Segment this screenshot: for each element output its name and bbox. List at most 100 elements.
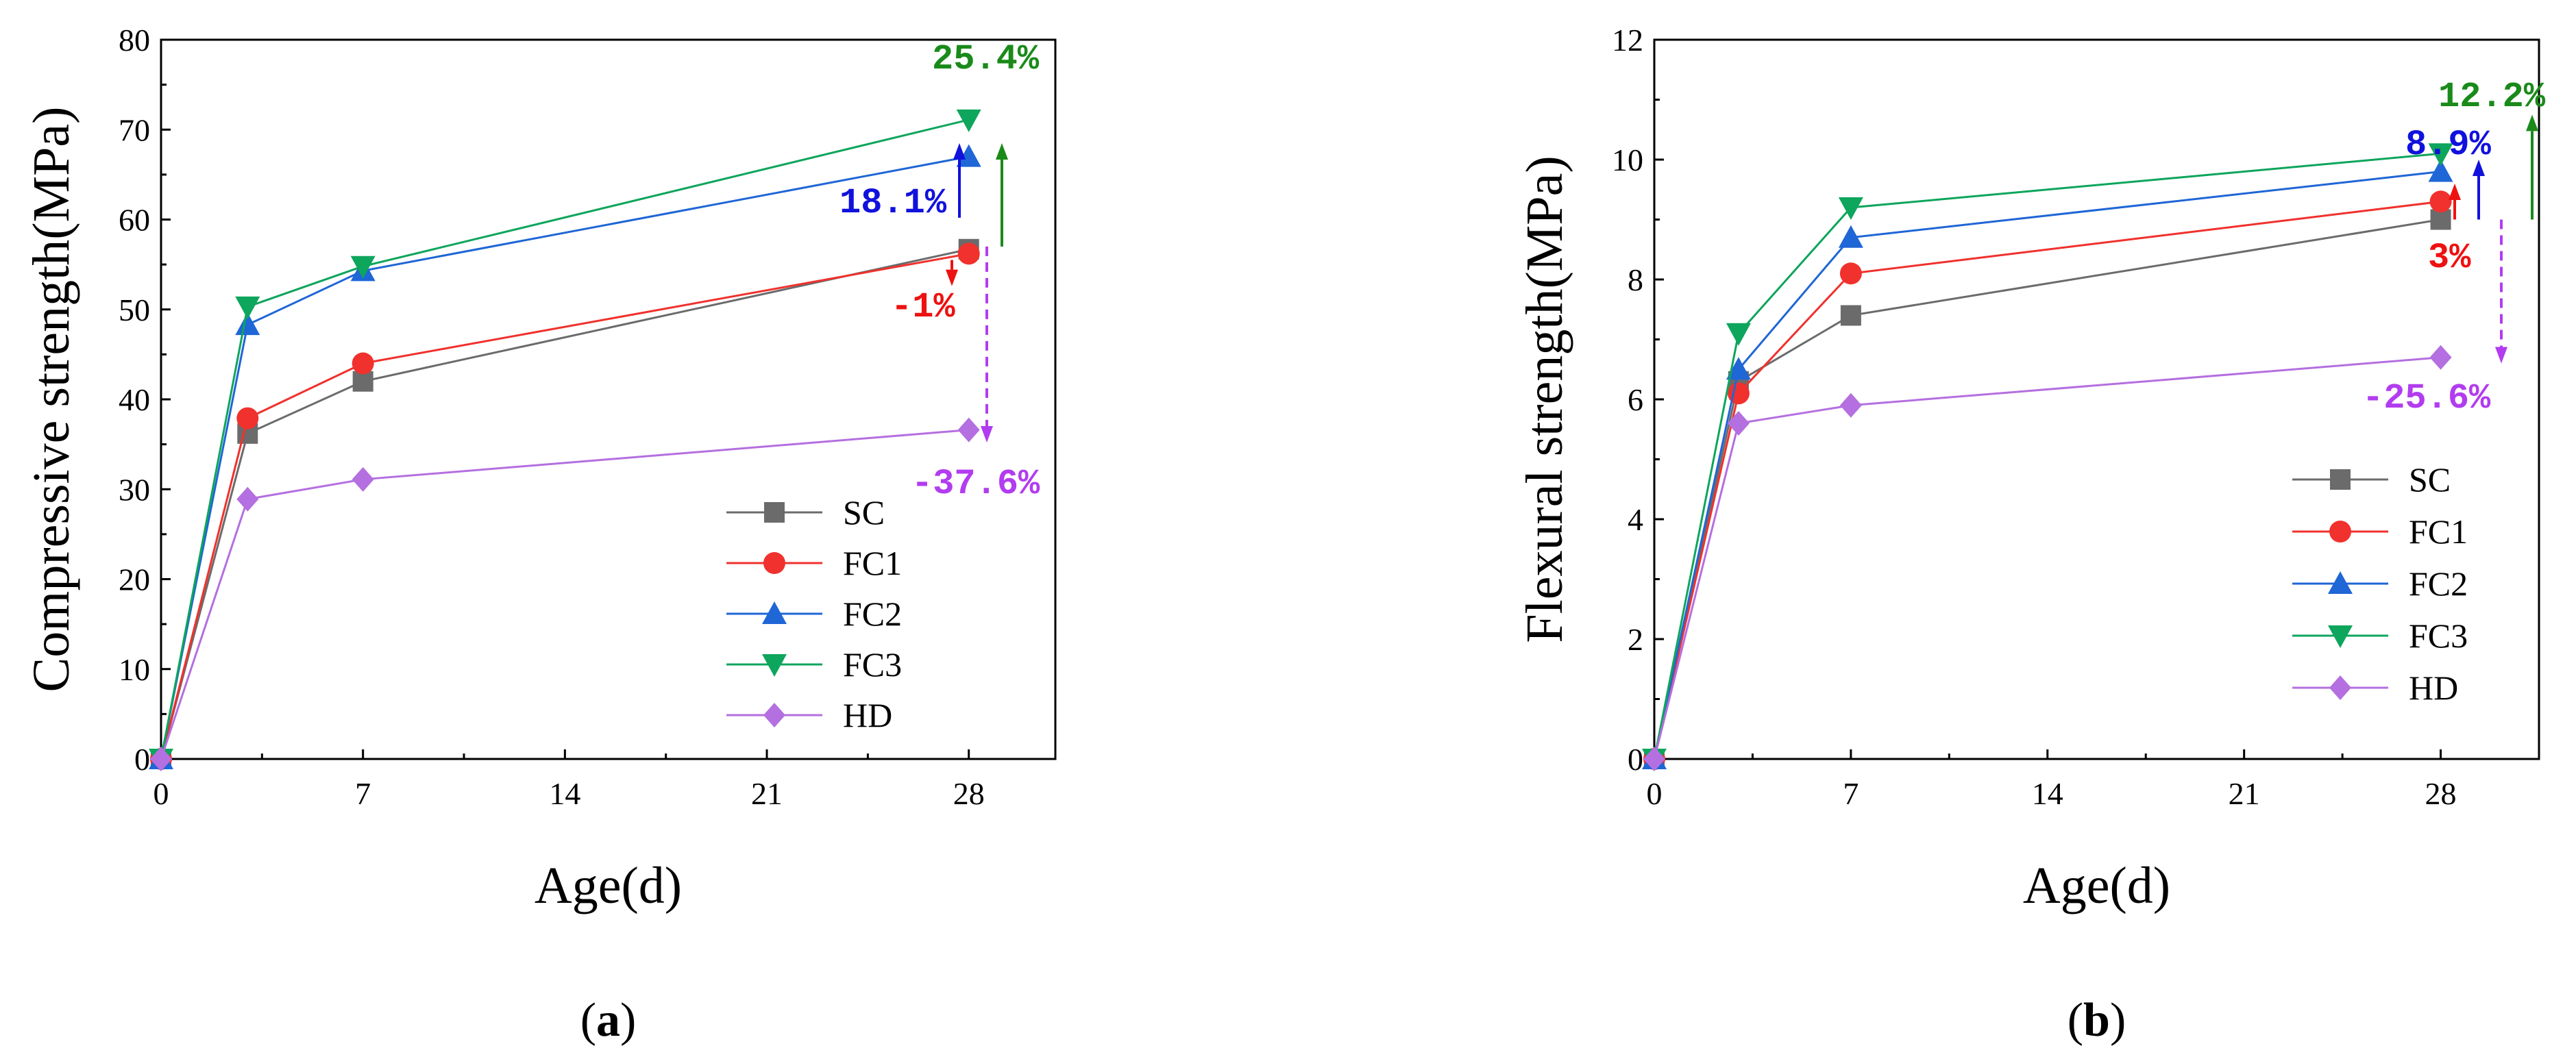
panel-label-close: ) [2110, 994, 2126, 1047]
y-axis-label: Flexural strength(MPa) [1516, 155, 1573, 643]
annotation-label: -37.6% [911, 464, 1040, 504]
x-axis-label: Age(d) [535, 857, 682, 914]
y-tick-label: 60 [119, 203, 150, 238]
legend-marker [763, 552, 785, 574]
series-fc2 [1642, 159, 2453, 769]
series-line-hd [160, 429, 969, 760]
legend-label: HD [2409, 669, 2458, 707]
panel-label-open: ( [580, 994, 596, 1047]
data-point-hd [236, 486, 259, 512]
annotation-arrow-head [953, 142, 966, 160]
legend-label: FC1 [2409, 512, 2468, 551]
panel-label-letter: b [2083, 994, 2110, 1047]
legend-marker [762, 601, 787, 624]
y-axis-ticks: 0 2 4 6 8 10 12 [1612, 23, 1664, 777]
annotation-label: 12.2% [2438, 77, 2546, 117]
series-line-fc2 [160, 155, 969, 760]
series-line-hd [1653, 356, 2441, 760]
y-tick-label: 10 [1612, 142, 1643, 177]
legend-marker [764, 502, 785, 523]
series-line-fc1 [1653, 200, 2441, 760]
x-tick-label: 14 [549, 776, 580, 811]
data-point-fc1 [352, 352, 374, 375]
legend-label: FC3 [2409, 616, 2468, 655]
y-tick-label: 4 [1628, 502, 1643, 537]
y-tick-label: 0 [1628, 742, 1643, 777]
annotation-label: 3% [2428, 238, 2471, 278]
data-point-fc3 [235, 296, 260, 319]
legend-label: SC [2409, 460, 2451, 499]
legend-label: FC1 [843, 544, 902, 582]
series-line-fc3 [160, 119, 970, 760]
y-tick-label: 50 [119, 292, 150, 327]
series-sc [1644, 209, 2451, 769]
data-point-hd [352, 466, 374, 492]
legend-label: FC3 [843, 645, 902, 684]
data-point-fc2 [2428, 159, 2453, 182]
x-axis-ticks: 0 7 14 21 28 [1647, 749, 2457, 811]
x-tick-label: 21 [751, 776, 783, 811]
annotation-arrow-head [996, 142, 1008, 160]
y-tick-label: 6 [1628, 382, 1643, 417]
y-tick-label: 80 [119, 23, 150, 58]
annotation-label: 25.4% [932, 39, 1040, 79]
y-axis-ticks: 0 10 20 30 40 50 60 70 80 [119, 23, 171, 777]
annotation-arrow-head [946, 269, 958, 286]
legend-marker [2328, 571, 2353, 594]
data-point-sc [2430, 209, 2451, 230]
legend-marker [2329, 521, 2351, 543]
annotation-arrow-head [2473, 160, 2485, 176]
x-tick-label: 14 [2032, 776, 2063, 811]
x-axis-label: Age(d) [2023, 857, 2170, 914]
data-point-sc [352, 371, 373, 392]
plot-frame [160, 38, 1057, 760]
y-tick-label: 10 [119, 652, 150, 687]
series-hd [150, 417, 980, 771]
x-tick-label: 28 [953, 776, 985, 811]
annotations: 25.4% 18.1% -1% -37.6% [839, 39, 1040, 504]
chart-panel-b: 0 2 4 6 8 10 12 0 7 14 21 28 Age(d) Flexural strength… [1516, 23, 2546, 1047]
series-line-fc3 [1653, 152, 2441, 760]
legend-label: HD [843, 696, 892, 734]
annotation-label: -25.6% [2362, 378, 2491, 419]
series-hd [1643, 345, 2452, 771]
data-point-hd [1839, 393, 1862, 418]
legend-label: FC2 [843, 595, 902, 633]
panel-label-close: ) [620, 994, 636, 1047]
legend-label: FC2 [2409, 564, 2468, 603]
data-point-fc2 [956, 144, 981, 167]
panel-label: (b) [2068, 994, 2126, 1047]
annotation-arrow-head [2449, 184, 2461, 200]
data-point-fc3 [1838, 197, 1863, 220]
annotation-label: 8.9% [2405, 125, 2492, 165]
data-point-fc1 [1839, 262, 1862, 285]
data-point-sc [1840, 305, 1861, 326]
legend-marker [763, 703, 785, 727]
data-point-fc1 [236, 407, 259, 429]
series-line-sc [1653, 219, 2441, 760]
data-point-fc3 [2428, 143, 2453, 166]
series-line-fc2 [1653, 171, 2441, 760]
legend-marker [2329, 675, 2351, 700]
chart-panel-a: 0 10 20 30 40 50 60 70 80 0 7 14 21 28 Age(d) Compressi… [23, 23, 1057, 1047]
data-point-fc1 [957, 242, 980, 265]
y-tick-label: 12 [1612, 23, 1643, 58]
y-tick-label: 30 [119, 472, 150, 507]
x-tick-label: 7 [355, 776, 371, 811]
y-tick-label: 8 [1628, 262, 1643, 297]
legend-marker [2330, 469, 2351, 490]
y-tick-label: 2 [1628, 622, 1643, 657]
annotation-label: -1% [891, 287, 955, 327]
x-tick-label: 0 [1647, 776, 1663, 811]
x-axis-ticks: 0 7 14 21 28 [154, 749, 985, 811]
y-tick-label: 70 [119, 112, 150, 147]
panel-label: (a) [580, 994, 637, 1047]
panel-label-open: ( [2068, 994, 2083, 1047]
data-point-hd [150, 747, 172, 771]
data-point-fc2 [235, 312, 260, 336]
annotation-arrow-head [981, 426, 993, 443]
series-line-fc1 [160, 252, 969, 760]
data-point-fc3 [350, 256, 376, 279]
data-point-fc2 [1726, 357, 1751, 380]
